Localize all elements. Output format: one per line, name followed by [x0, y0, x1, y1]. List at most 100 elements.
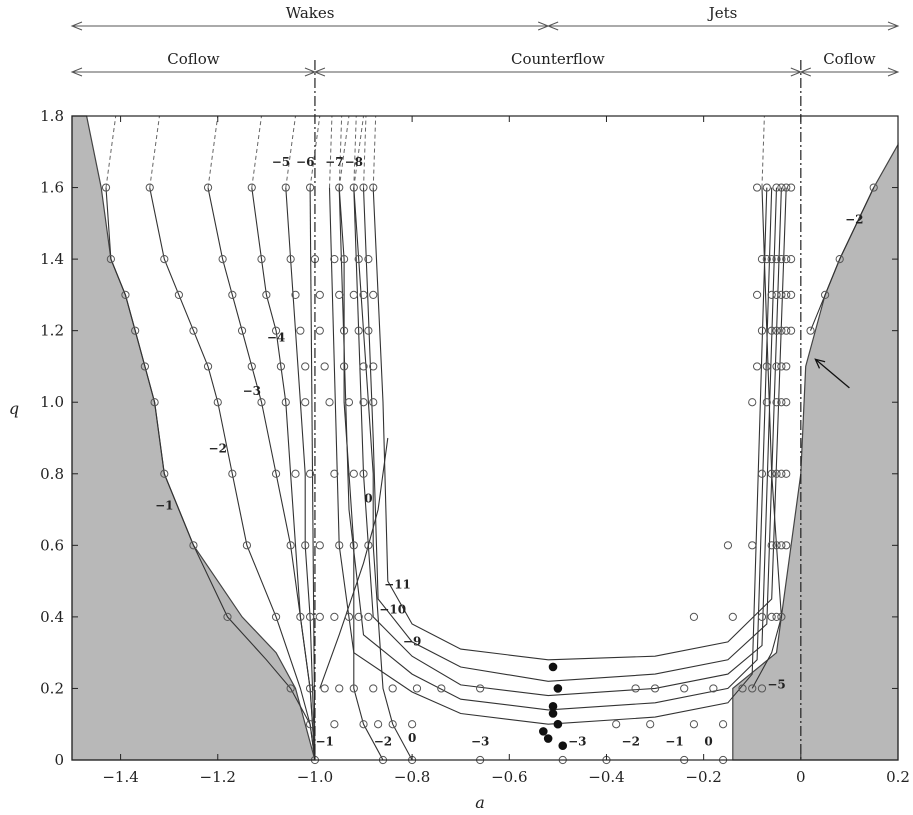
open-point	[344, 398, 354, 407]
open-point	[286, 255, 295, 264]
open-point	[748, 684, 757, 693]
divider-lines	[314, 60, 802, 760]
x-tick-label: −1.0	[297, 768, 333, 786]
open-point	[339, 326, 349, 335]
left-curve-4	[285, 187, 316, 761]
bottom-curve-label: −3	[568, 735, 586, 749]
filled-point	[558, 741, 568, 750]
open-point	[772, 469, 781, 478]
left-curve-label: −2	[209, 441, 227, 455]
open-point	[369, 290, 378, 299]
open-point	[140, 362, 149, 371]
open-point	[330, 255, 339, 264]
open-point	[408, 720, 417, 729]
open-point	[262, 290, 271, 299]
filled-point	[543, 734, 553, 743]
open-point	[777, 326, 786, 335]
y-tick-label: 1.0	[40, 393, 64, 411]
open-point	[271, 326, 281, 335]
open-point	[237, 326, 247, 335]
open-point	[709, 684, 718, 693]
open-point	[203, 362, 213, 371]
open-point	[286, 684, 295, 693]
open-point	[476, 684, 485, 693]
open-point	[782, 398, 791, 407]
bottom-curve-label: 0	[704, 735, 712, 749]
open-point	[806, 326, 815, 335]
right-curve-1	[809, 187, 875, 331]
open-point	[218, 255, 227, 264]
open-point	[301, 541, 310, 550]
open-point	[787, 255, 796, 264]
open-point	[359, 362, 368, 371]
open-point	[281, 398, 290, 407]
open-point	[223, 612, 232, 621]
open-point	[782, 469, 791, 478]
open-point	[305, 684, 315, 693]
open-point	[344, 612, 354, 621]
open-point	[301, 362, 310, 371]
open-point	[777, 541, 786, 550]
right-curve-label: −5	[767, 677, 785, 691]
open-point	[772, 541, 781, 550]
open-point	[131, 326, 140, 335]
filled-point	[548, 702, 558, 711]
shaded-region-left	[71, 115, 316, 761]
u-curve-5	[319, 437, 389, 689]
u-curve-label: −11	[384, 577, 411, 591]
x-tick-label: −0.4	[588, 768, 624, 786]
open-point	[121, 290, 130, 299]
left-curve-dash-4	[285, 115, 297, 188]
open-point	[767, 469, 776, 478]
open-point	[777, 612, 786, 621]
open-point	[835, 255, 844, 264]
region-second-arrow-head-left	[313, 67, 326, 77]
open-point	[257, 255, 266, 264]
open-point	[359, 398, 368, 407]
open-point	[777, 362, 786, 371]
open-point	[646, 720, 655, 729]
open-point	[305, 183, 315, 192]
right-curve-dash-0	[761, 115, 765, 188]
annotation-arrow-line	[814, 358, 850, 389]
open-point	[782, 290, 791, 299]
open-point	[101, 183, 111, 192]
open-point	[631, 684, 640, 693]
annotation-arrow-head	[814, 358, 826, 369]
open-point	[364, 612, 373, 621]
open-point	[821, 290, 830, 299]
open-point	[767, 541, 776, 550]
region-headers: Wakes Jets Coflow Counterflow Coflow	[70, 4, 900, 77]
open-point	[359, 183, 368, 192]
open-point	[315, 541, 324, 550]
filled-point	[539, 727, 548, 736]
bottom-curve-label: −2	[374, 735, 392, 749]
open-point	[738, 684, 747, 693]
open-point	[281, 183, 290, 192]
region-second-label: Coflow	[823, 50, 876, 68]
open-point	[330, 612, 339, 621]
open-point	[757, 684, 767, 693]
y-tick-label: 1.4	[40, 250, 64, 268]
open-point	[612, 720, 621, 729]
left-curve-3	[251, 187, 316, 761]
left-curve-7	[353, 187, 413, 761]
open-point	[301, 398, 310, 407]
open-point	[359, 720, 368, 729]
open-point	[359, 290, 368, 299]
y-tick-label: 0.4	[40, 608, 64, 626]
open-point	[412, 684, 422, 693]
open-point	[757, 255, 767, 264]
open-point	[782, 255, 791, 264]
left-curve-dash-0	[105, 115, 117, 188]
open-point	[762, 255, 771, 264]
open-point	[782, 183, 791, 192]
open-point	[305, 469, 315, 478]
left-curve-label: −8	[345, 155, 363, 169]
open-point	[315, 290, 324, 299]
open-point	[777, 183, 786, 192]
open-point	[369, 183, 378, 192]
open-point	[257, 398, 266, 407]
open-point	[757, 469, 767, 478]
